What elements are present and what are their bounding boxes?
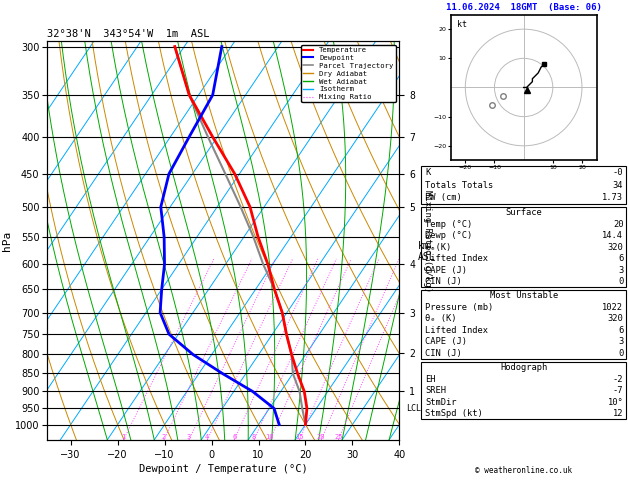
Text: CIN (J): CIN (J) [425, 277, 462, 286]
Text: 32°38'N  343°54'W  1m  ASL: 32°38'N 343°54'W 1m ASL [47, 29, 209, 39]
Text: SREH: SREH [425, 386, 446, 395]
Text: 11.06.2024  18GMT  (Base: 06): 11.06.2024 18GMT (Base: 06) [446, 3, 601, 12]
Text: 25: 25 [334, 434, 343, 440]
Text: 6: 6 [618, 326, 623, 335]
Text: Lifted Index: Lifted Index [425, 326, 488, 335]
Text: θₑ(K): θₑ(K) [425, 243, 452, 252]
Text: 1: 1 [121, 434, 126, 440]
Text: K: K [425, 168, 430, 177]
Y-axis label: hPa: hPa [3, 230, 12, 251]
Text: CAPE (J): CAPE (J) [425, 337, 467, 347]
Text: 20: 20 [613, 220, 623, 229]
Text: 0: 0 [618, 277, 623, 286]
Legend: Temperature, Dewpoint, Parcel Trajectory, Dry Adiabat, Wet Adiabat, Isotherm, Mi: Temperature, Dewpoint, Parcel Trajectory… [301, 45, 396, 103]
Text: θₑ (K): θₑ (K) [425, 314, 457, 323]
Text: CIN (J): CIN (J) [425, 349, 462, 358]
Text: Hodograph: Hodograph [500, 364, 547, 372]
Text: 34: 34 [613, 181, 623, 190]
Text: 3: 3 [618, 265, 623, 275]
Text: -0: -0 [613, 168, 623, 177]
Text: Temp (°C): Temp (°C) [425, 220, 472, 229]
Text: CAPE (J): CAPE (J) [425, 265, 467, 275]
Text: 1.73: 1.73 [603, 193, 623, 202]
Text: 320: 320 [608, 314, 623, 323]
Text: -2: -2 [613, 375, 623, 384]
Text: 10: 10 [265, 434, 274, 440]
Text: -7: -7 [613, 386, 623, 395]
Text: 20: 20 [317, 434, 325, 440]
Text: 3: 3 [187, 434, 191, 440]
Text: Mixing Ratio (g/kg): Mixing Ratio (g/kg) [423, 190, 432, 292]
Text: 6: 6 [232, 434, 237, 440]
X-axis label: Dewpoint / Temperature (°C): Dewpoint / Temperature (°C) [139, 464, 308, 474]
Text: 3: 3 [618, 337, 623, 347]
Text: 14.4: 14.4 [603, 231, 623, 240]
Text: Pressure (mb): Pressure (mb) [425, 303, 494, 312]
Text: 0: 0 [618, 349, 623, 358]
Text: 4: 4 [205, 434, 209, 440]
Text: Lifted Index: Lifted Index [425, 254, 488, 263]
Text: 6: 6 [618, 254, 623, 263]
Text: StmSpd (kt): StmSpd (kt) [425, 409, 483, 418]
Text: 320: 320 [608, 243, 623, 252]
Text: Most Unstable: Most Unstable [489, 292, 558, 300]
Text: PW (cm): PW (cm) [425, 193, 462, 202]
Text: 10°: 10° [608, 398, 623, 407]
Y-axis label: km
ASL: km ASL [418, 241, 435, 262]
Text: 8: 8 [252, 434, 256, 440]
Text: © weatheronline.co.uk: © weatheronline.co.uk [475, 466, 572, 475]
Text: 1022: 1022 [603, 303, 623, 312]
Text: Surface: Surface [505, 208, 542, 217]
Text: kt: kt [457, 20, 467, 30]
Text: LCL: LCL [406, 404, 421, 413]
Text: StmDir: StmDir [425, 398, 457, 407]
Text: EH: EH [425, 375, 436, 384]
Text: 15: 15 [295, 434, 304, 440]
Text: Dewp (°C): Dewp (°C) [425, 231, 472, 240]
Text: 12: 12 [613, 409, 623, 418]
Text: 2: 2 [162, 434, 166, 440]
Text: Totals Totals: Totals Totals [425, 181, 494, 190]
